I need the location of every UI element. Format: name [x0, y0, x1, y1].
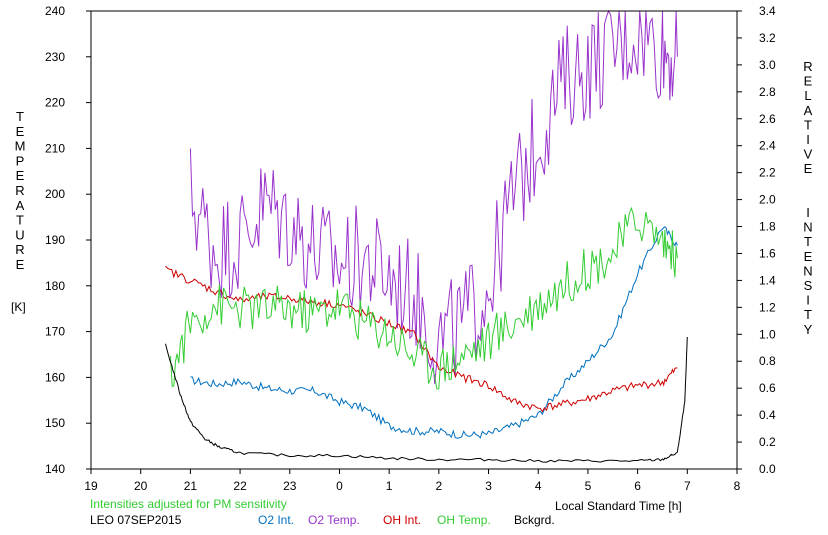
- series-line-oh-temp-: [170, 206, 678, 390]
- x-tick-label: 5: [585, 479, 592, 493]
- x-tick-label: 22: [233, 479, 247, 493]
- x-tick-label: 19: [84, 479, 98, 493]
- legend-oh-int: OH Int.: [383, 513, 422, 527]
- right-tick-label: 1.4: [759, 273, 776, 287]
- series-line-o2-temp-: [189, 9, 678, 384]
- right-tick-label: 0.8: [759, 354, 776, 368]
- left-axis-unit: [K]: [11, 300, 26, 314]
- left-tick-label: 240: [45, 4, 65, 18]
- left-tick-label: 200: [45, 187, 65, 201]
- right-tick-label: 3.2: [759, 31, 776, 45]
- right-tick-label: 2.0: [759, 193, 776, 207]
- series-line-oh-int-: [165, 265, 678, 413]
- x-tick-label: 1: [386, 479, 393, 493]
- left-axis-letter: E: [16, 257, 25, 272]
- legend-o2-int: O2 Int.: [258, 513, 295, 527]
- right-tick-label: 2.8: [759, 85, 776, 99]
- x-tick-label: 2: [436, 479, 443, 493]
- right-axis-letter: T: [804, 117, 812, 132]
- left-axis-letter: E: [16, 124, 25, 139]
- right-tick-label: 1.2: [759, 300, 776, 314]
- left-tick-label: 190: [45, 233, 65, 247]
- right-axis-letter: E: [804, 161, 813, 176]
- x-tick-label: 23: [283, 479, 297, 493]
- legend-oh-temp: OH Temp.: [437, 513, 491, 527]
- right-tick-label: 0.2: [759, 435, 776, 449]
- left-tick-label: 150: [45, 416, 65, 430]
- left-tick-label: 170: [45, 325, 65, 339]
- right-axis-letter: N: [803, 263, 812, 278]
- x-tick-label: 8: [734, 479, 741, 493]
- right-tick-label: 1.8: [759, 220, 776, 234]
- right-axis-letter: E: [804, 74, 813, 89]
- station-date-label: LEO 07SEP2015: [90, 513, 182, 527]
- left-axis-letter: U: [15, 227, 24, 242]
- right-axis-letter: N: [803, 220, 812, 235]
- left-axis-letter: E: [16, 168, 25, 183]
- tick-labels: 1401501601701801902002102202302400.00.20…: [45, 4, 776, 493]
- left-tick-label: 220: [45, 96, 65, 110]
- x-tick-label: 3: [485, 479, 492, 493]
- right-tick-label: 3.0: [759, 58, 776, 72]
- x-tick-label: 20: [134, 479, 148, 493]
- left-axis-letter: T: [16, 213, 24, 228]
- right-axis-letter: T: [804, 307, 812, 322]
- series-line-bckgrd-: [165, 336, 688, 463]
- right-axis-letter: E: [804, 249, 813, 264]
- x-tick-label: 7: [684, 479, 691, 493]
- x-tick-label: 0: [336, 479, 343, 493]
- right-tick-label: 2.4: [759, 139, 776, 153]
- pm-sensitivity-note: Intensities adjusted for PM sensitivity: [90, 497, 287, 511]
- legend-bckgrd: Bckgrd.: [514, 513, 555, 527]
- right-tick-label: 2.6: [759, 112, 776, 126]
- left-axis-letter: R: [15, 242, 24, 257]
- right-axis-letter: I: [806, 293, 810, 308]
- right-tick-label: 2.2: [759, 166, 776, 180]
- right-axis-letter: Y: [804, 322, 813, 337]
- right-tick-label: 1.6: [759, 246, 776, 260]
- right-axis-letter: I: [806, 132, 810, 147]
- right-axis-letter: S: [804, 278, 813, 293]
- left-tick-label: 160: [45, 370, 65, 384]
- right-tick-label: 1.0: [759, 327, 776, 341]
- left-axis-letter: T: [16, 109, 24, 124]
- right-axis-letter: V: [804, 147, 813, 162]
- left-tick-label: 230: [45, 50, 65, 64]
- left-axis-letter: R: [15, 183, 24, 198]
- right-tick-label: 0.4: [759, 408, 776, 422]
- right-axis-letter: T: [804, 234, 812, 249]
- x-tick-label: 4: [535, 479, 542, 493]
- right-tick-label: 0.6: [759, 381, 776, 395]
- right-axis-letter: L: [804, 88, 811, 103]
- left-tick-label: 180: [45, 279, 65, 293]
- right-axis-letter: I: [806, 205, 810, 220]
- x-tick-label: 21: [184, 479, 198, 493]
- axes: [86, 10, 742, 474]
- right-axis-letter: A: [804, 103, 813, 118]
- left-axis-letter: M: [15, 139, 26, 154]
- right-axis-letter: R: [803, 59, 812, 74]
- left-axis-letter: A: [16, 198, 25, 213]
- series-line-o2-int-: [190, 226, 678, 439]
- left-tick-label: 140: [45, 462, 65, 476]
- left-tick-label: 210: [45, 141, 65, 155]
- x-tick-label: 6: [634, 479, 641, 493]
- right-tick-label: 0.0: [759, 462, 776, 476]
- right-tick-label: 3.4: [759, 4, 776, 18]
- legend-o2-temp: O2 Temp.: [308, 513, 360, 527]
- left-axis-letter: P: [16, 153, 25, 168]
- x-axis-title: Local Standard Time [h]: [555, 499, 682, 513]
- series-lines: [165, 9, 688, 463]
